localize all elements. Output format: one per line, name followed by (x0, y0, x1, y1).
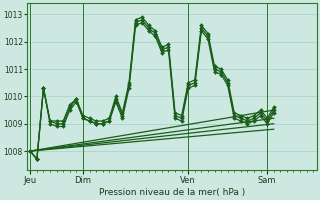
X-axis label: Pression niveau de la mer( hPa ): Pression niveau de la mer( hPa ) (99, 188, 245, 197)
